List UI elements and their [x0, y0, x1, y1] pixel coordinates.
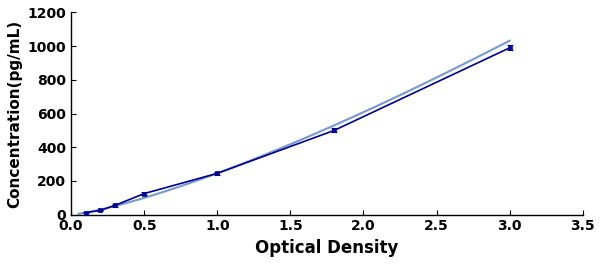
X-axis label: Optical Density: Optical Density — [255, 239, 399, 257]
Y-axis label: Concentration(pg/mL): Concentration(pg/mL) — [7, 20, 22, 208]
